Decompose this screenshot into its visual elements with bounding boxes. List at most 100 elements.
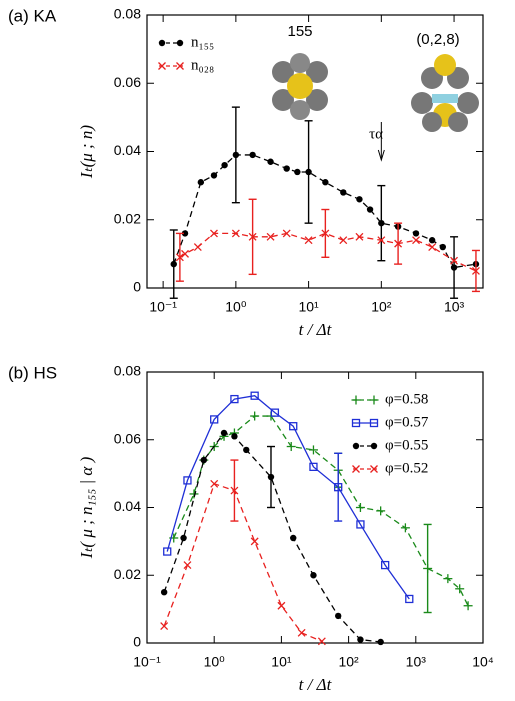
data-point — [248, 232, 257, 241]
data-point — [160, 622, 169, 631]
annotation: τα — [369, 126, 383, 142]
legend-marker — [158, 62, 184, 70]
legend-label: φ=0.57 — [385, 414, 429, 430]
data-point — [220, 429, 228, 437]
marker-dot — [322, 179, 329, 186]
marker-dot — [356, 196, 363, 203]
legend-label: φ=0.55 — [385, 437, 428, 453]
data-point — [322, 179, 329, 186]
marker-stroke — [193, 243, 202, 252]
legend-label: φ=0.58 — [385, 391, 428, 407]
data-point — [356, 520, 365, 529]
marker-dot — [180, 534, 187, 542]
data-point — [366, 206, 374, 213]
y-tick-label: 0.02 — [114, 210, 141, 226]
marker-square — [381, 560, 390, 570]
marker-dot — [412, 230, 420, 237]
marker-dot — [232, 151, 240, 159]
legend-label: n₁₅₅ — [191, 34, 214, 50]
y-tick-label: 0.02 — [114, 566, 141, 582]
marker-stroke — [355, 232, 364, 241]
marker-dot — [283, 165, 290, 172]
marker-dot — [290, 534, 297, 542]
marker-stroke — [370, 465, 378, 473]
marker-dot — [197, 179, 205, 186]
marker-stroke — [394, 239, 403, 248]
marker-stroke — [183, 561, 192, 570]
data-point — [412, 236, 420, 245]
annotation: 155 — [287, 23, 312, 40]
marker-stroke — [317, 637, 326, 646]
marker-stroke — [210, 229, 218, 238]
x-tick-label: 10⁰ — [204, 654, 226, 670]
data-point — [183, 476, 192, 485]
marker-stroke — [176, 62, 184, 70]
marker-stroke — [248, 232, 257, 241]
x-tick-label: 10⁻¹ — [149, 299, 177, 315]
marker-dot — [294, 168, 301, 176]
data-point — [231, 229, 240, 238]
marker-dot — [220, 429, 228, 437]
data-point — [266, 232, 275, 241]
marker-dot — [439, 243, 446, 251]
data-point — [277, 601, 286, 610]
x-axis-label: t / Δt — [299, 320, 333, 339]
data-point — [210, 415, 219, 424]
data-point — [317, 637, 326, 646]
data-point — [183, 561, 192, 570]
marker-dot — [221, 161, 228, 169]
y-tick-label: 0 — [133, 634, 141, 650]
marker-stroke — [471, 266, 480, 275]
marker-dot — [176, 39, 184, 47]
marker-dot — [158, 39, 166, 47]
data-point — [321, 229, 330, 238]
data-point — [356, 196, 363, 203]
marker-dot — [305, 168, 312, 176]
marker-stroke — [266, 232, 275, 241]
marker-dot — [267, 473, 275, 481]
data-point — [443, 574, 453, 584]
marker-dot — [243, 446, 250, 454]
x-tick-label: 10² — [338, 654, 359, 670]
marker-square — [210, 415, 219, 424]
marker-dot — [357, 636, 364, 643]
cluster-028-image — [411, 54, 479, 132]
data-point — [267, 158, 274, 165]
marker-square — [405, 594, 414, 604]
marker-square — [230, 394, 239, 404]
marker-dot — [210, 172, 218, 179]
panel-label: (b) HS — [8, 363, 57, 382]
data-point — [428, 243, 437, 252]
marker-stroke — [231, 229, 240, 238]
data-point — [175, 253, 184, 262]
series-line — [173, 415, 469, 607]
data-point — [310, 572, 317, 579]
data-point — [334, 612, 342, 620]
data-point — [334, 483, 343, 492]
annotation: (0,2,8) — [416, 31, 459, 48]
data-point — [181, 249, 189, 258]
data-point — [221, 161, 228, 169]
data-point — [471, 266, 480, 275]
y-tick-label: 0.08 — [114, 363, 141, 379]
data-point — [180, 534, 187, 542]
data-point — [250, 411, 260, 421]
data-point — [286, 442, 296, 452]
data-point — [270, 408, 280, 417]
y-tick-label: 0.06 — [114, 74, 141, 90]
data-point — [267, 473, 275, 481]
data-point — [308, 445, 318, 455]
legend-marker — [351, 418, 379, 428]
marker-stroke — [160, 622, 169, 631]
marker-stroke — [175, 253, 184, 262]
x-tick-label: 10³ — [444, 299, 465, 315]
marker-dot — [310, 572, 317, 579]
data-point — [428, 237, 436, 244]
marker-dot — [334, 612, 342, 620]
marker-square — [309, 462, 318, 472]
marker-dot — [428, 237, 436, 244]
marker-stroke — [450, 256, 459, 265]
series-line — [163, 482, 323, 642]
marker-dot — [170, 260, 177, 268]
